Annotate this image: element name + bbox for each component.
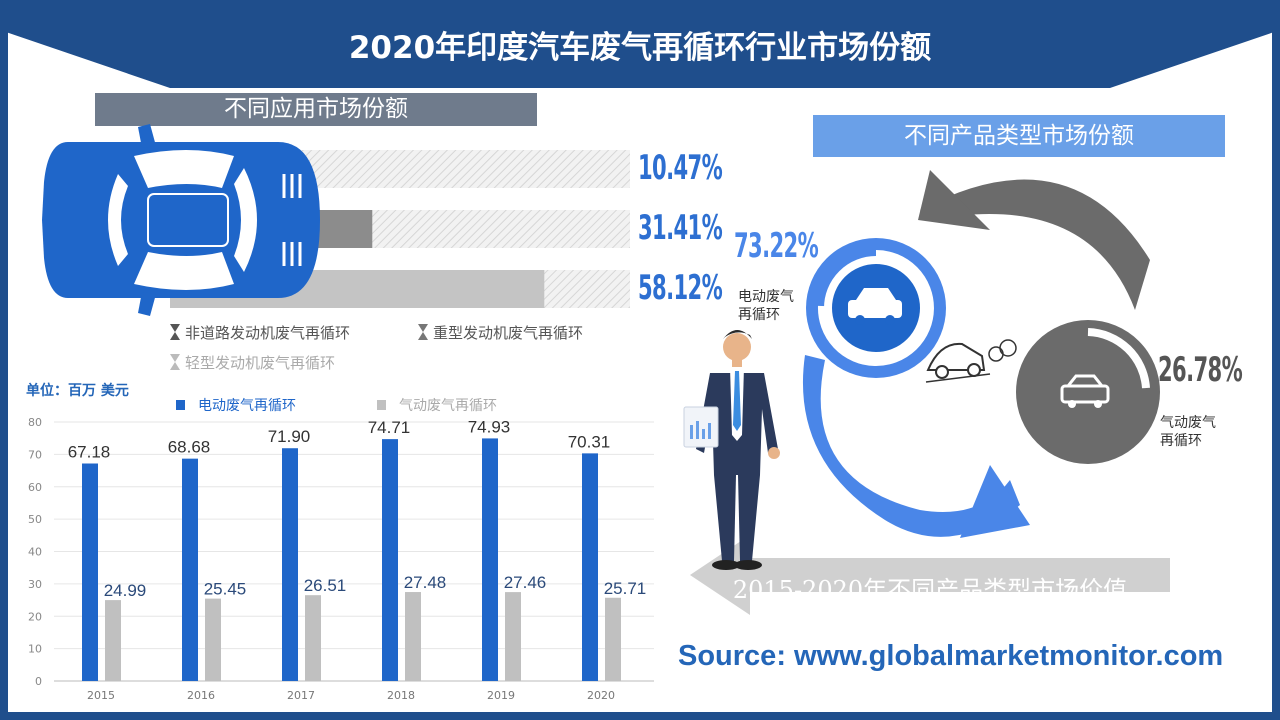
y-tick-label: 80 <box>28 416 42 429</box>
pneumatic-share-value: 26.78% <box>1158 350 1243 390</box>
car-top-view-icon <box>42 124 320 316</box>
legend-swatch <box>377 400 386 410</box>
legend-hourglass-icon <box>170 324 180 340</box>
data-label: 74.93 <box>468 417 511 436</box>
data-label: 27.46 <box>504 573 547 592</box>
y-tick-label: 30 <box>28 578 42 591</box>
bar <box>605 597 621 681</box>
bar <box>182 458 198 681</box>
value-section-title: 2015-2020年不同产品类型市场价值 <box>732 576 1128 604</box>
share-heavy-value: 31.41% <box>638 208 723 248</box>
x-tick-label: 2020 <box>587 689 615 702</box>
legend-label: 气动废气再循环 <box>399 398 497 414</box>
data-label: 26.51 <box>304 576 347 595</box>
x-tick-label: 2015 <box>87 689 115 702</box>
electric-label: 电动废气 再循环 <box>738 288 794 324</box>
legend-offroad: 非道路发动机废气再循环 <box>185 324 351 342</box>
pneumatic-label-line1: 气动废气 <box>1160 415 1216 431</box>
y-tick-label: 40 <box>28 546 42 559</box>
legend-heavy: 重型发动机废气再循环 <box>433 324 584 342</box>
data-label: 25.71 <box>604 579 647 598</box>
data-label: 24.99 <box>104 581 147 600</box>
y-tick-label: 50 <box>28 513 42 526</box>
y-tick-label: 10 <box>28 643 42 656</box>
bar <box>582 453 598 681</box>
y-tick-label: 0 <box>35 675 42 688</box>
y-tick-label: 70 <box>28 448 42 461</box>
legend-hourglass-icon <box>170 354 180 370</box>
bar <box>382 439 398 681</box>
data-label: 71.90 <box>268 427 311 446</box>
product-header: 不同产品类型市场份额 <box>813 115 1225 157</box>
businessman-illustration <box>683 330 780 570</box>
legend-swatch <box>176 400 185 410</box>
x-tick-label: 2019 <box>487 689 515 702</box>
legend-label: 电动废气再循环 <box>198 398 296 414</box>
pneumatic-label-line2: 再循环 <box>1160 433 1202 449</box>
page-title: 2020年印度汽车废气再循环行业市场份额 <box>348 30 932 66</box>
share-light-value: 58.12% <box>638 268 723 308</box>
y-tick-label: 20 <box>28 610 42 623</box>
bar <box>205 598 221 681</box>
data-label: 25.45 <box>204 580 247 599</box>
application-header: 不同应用市场份额 <box>95 93 537 126</box>
bar <box>505 592 521 681</box>
bar <box>282 448 298 681</box>
source-text: Source: www.globalmarketmonitor.com <box>678 640 1224 672</box>
bar <box>105 600 121 681</box>
legend-light: 轻型发动机废气再循环 <box>185 354 336 372</box>
y-tick-label: 60 <box>28 481 42 494</box>
bar <box>405 592 421 681</box>
data-label: 67.18 <box>68 443 111 462</box>
title-banner <box>0 0 1280 88</box>
bar <box>305 595 321 681</box>
market-value-bar-chart: 0 10 20 30 40 50 60 70 80 电动废气再循环 气动废气再循环 67.18 24.9… <box>28 398 654 702</box>
data-label: 74.71 <box>368 418 411 437</box>
electric-label-line2: 再循环 <box>738 307 780 323</box>
share-offroad-value: 10.47% <box>638 148 723 188</box>
x-tick-label: 2017 <box>287 689 315 702</box>
legend-hourglass-icon <box>418 324 428 340</box>
product-cycle-graphic <box>690 170 1170 615</box>
x-tick-label: 2018 <box>387 689 415 702</box>
data-label: 68.68 <box>168 438 211 457</box>
electric-label-line1: 电动废气 <box>738 289 794 305</box>
data-label: 70.31 <box>568 432 611 451</box>
x-tick-label: 2016 <box>187 689 215 702</box>
data-label: 27.48 <box>404 573 447 592</box>
bar <box>482 438 498 681</box>
electric-share-value: 73.22% <box>734 226 819 266</box>
pneumatic-label: 气动废气 再循环 <box>1160 414 1216 450</box>
unit-label: 单位：百万 美元 <box>26 383 129 399</box>
bar <box>82 463 98 681</box>
